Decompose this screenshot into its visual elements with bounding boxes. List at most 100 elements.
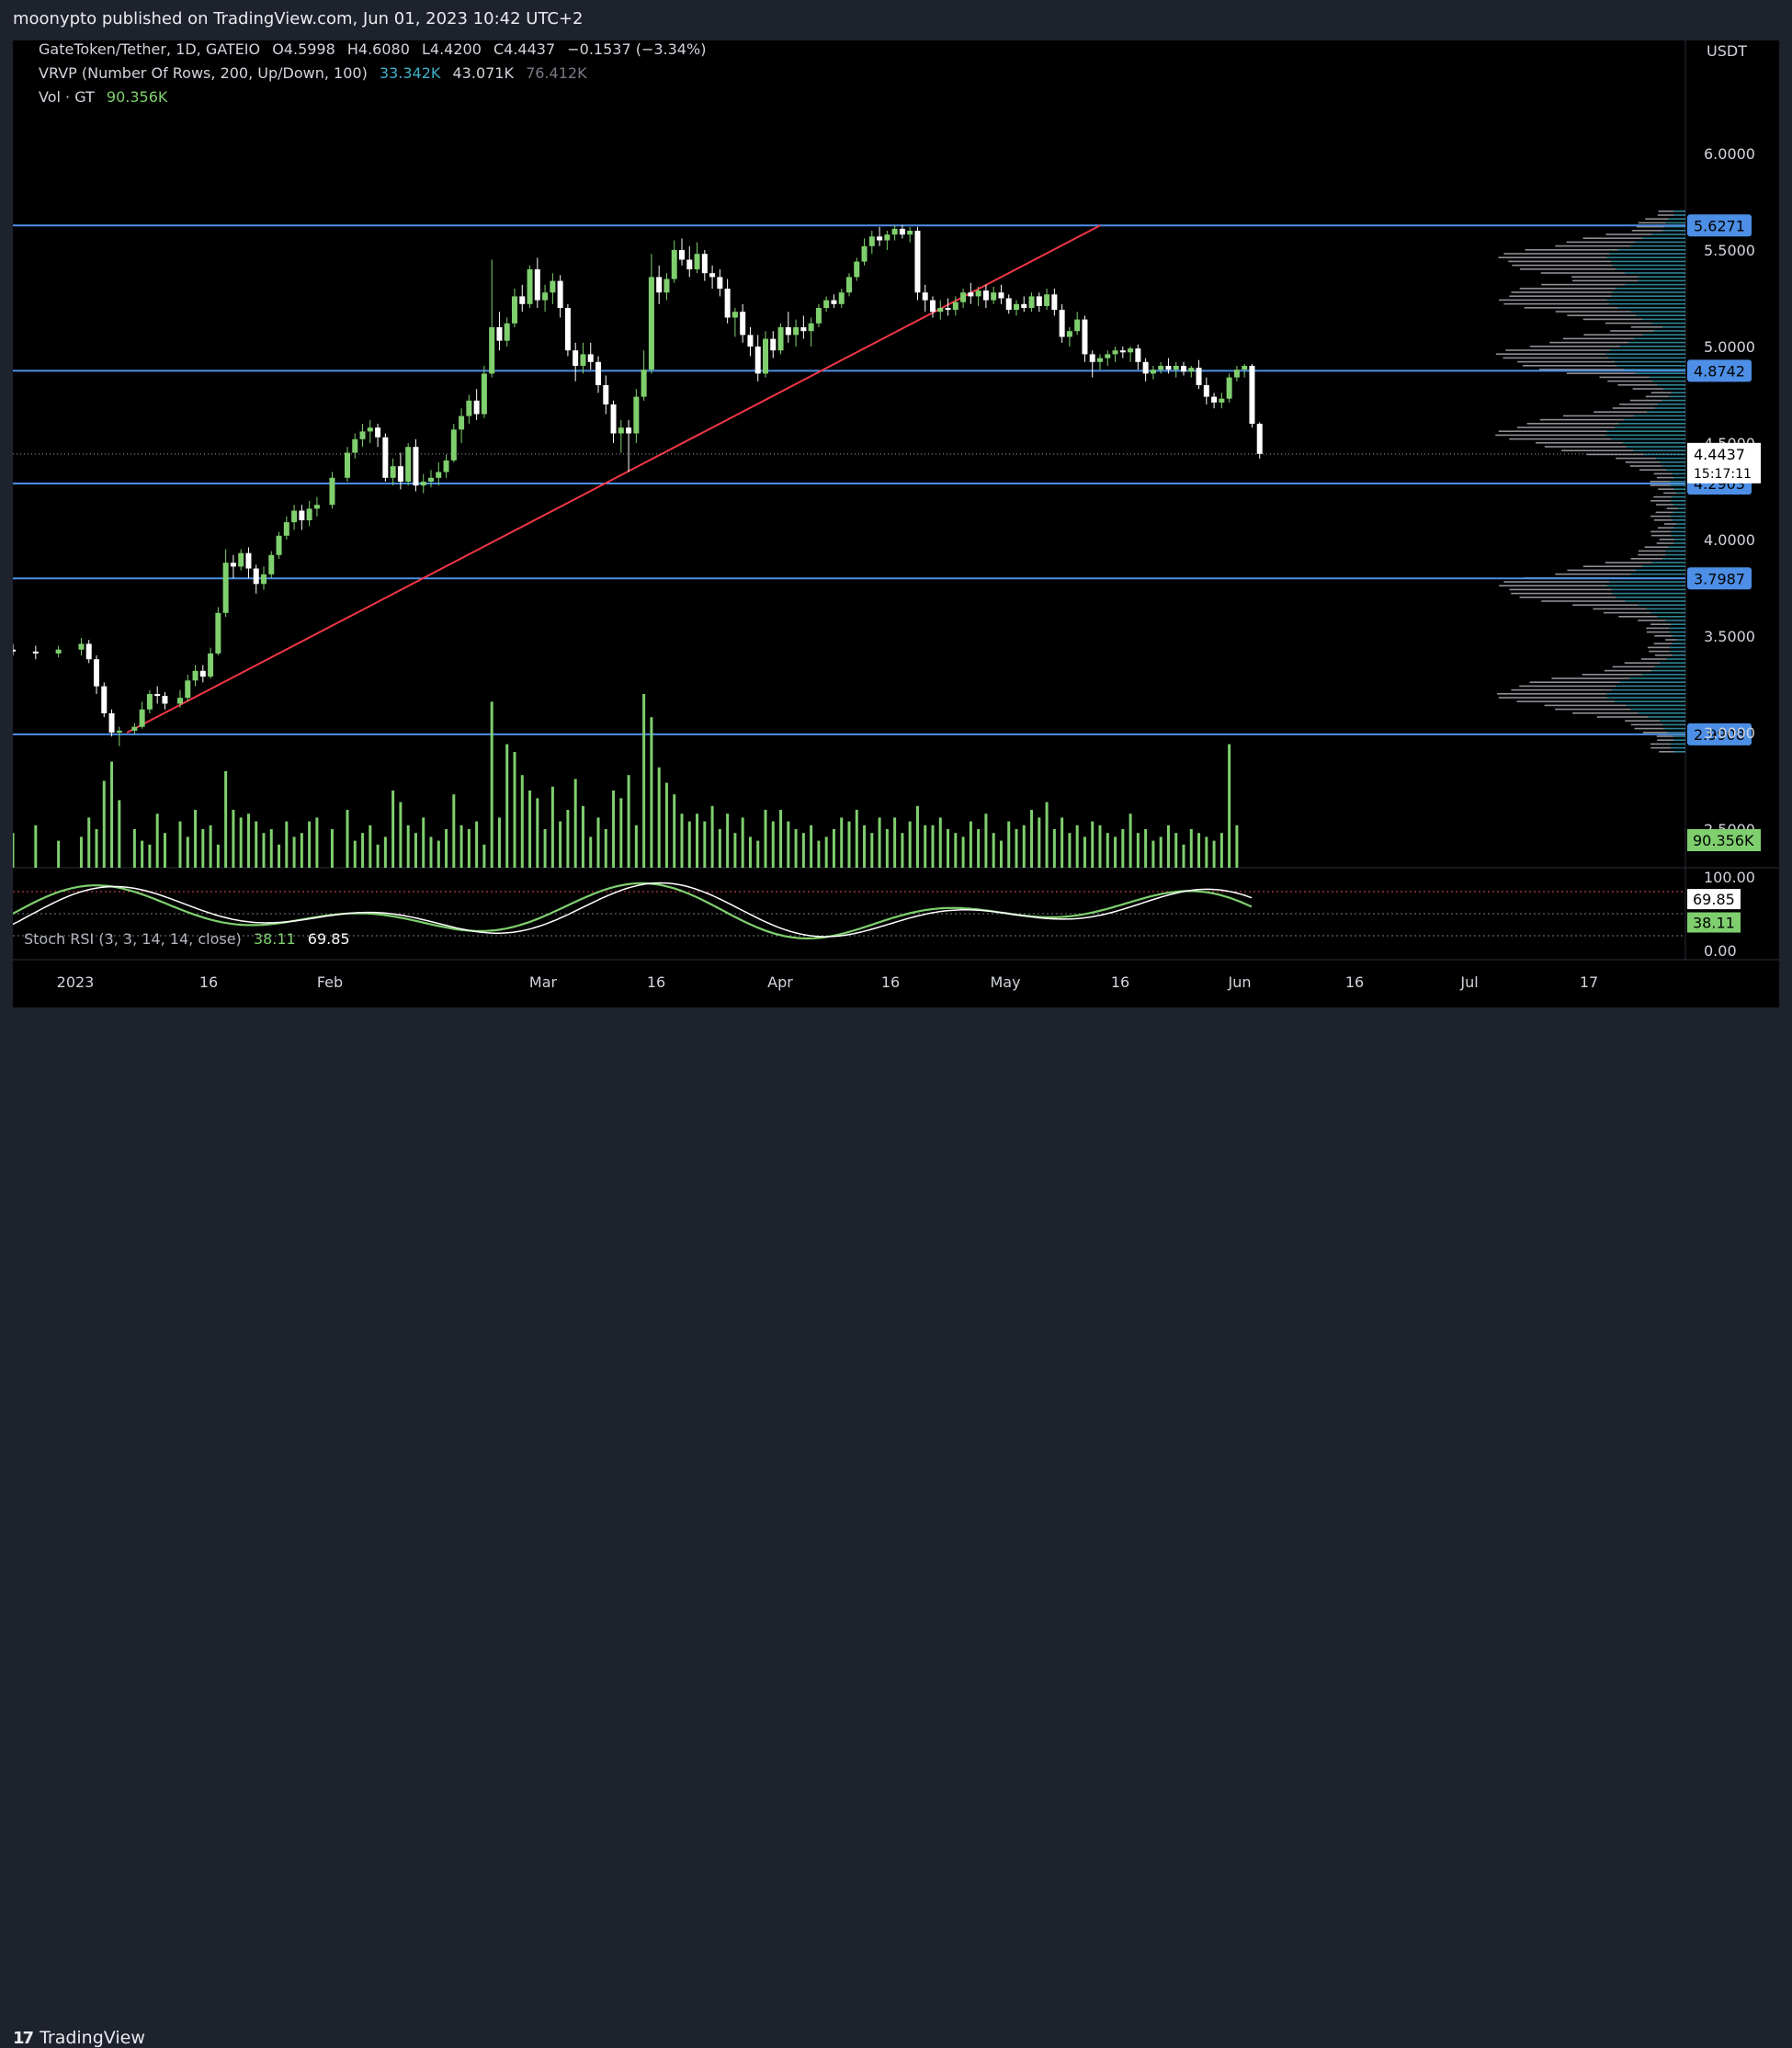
candle[interactable] — [1089, 354, 1095, 362]
candle[interactable] — [146, 694, 153, 710]
candle[interactable] — [131, 726, 138, 731]
candle[interactable] — [397, 466, 403, 482]
candle[interactable] — [230, 563, 236, 567]
candle[interactable] — [564, 308, 571, 351]
candle[interactable] — [930, 300, 936, 313]
candle[interactable] — [641, 370, 647, 397]
candle[interactable] — [770, 338, 777, 351]
candle[interactable] — [283, 522, 289, 536]
candle[interactable] — [313, 505, 320, 509]
candle[interactable] — [450, 429, 457, 461]
candle[interactable] — [504, 323, 510, 341]
candle[interactable] — [512, 296, 517, 324]
candle[interactable] — [154, 694, 161, 697]
candle[interactable] — [587, 354, 594, 362]
candle[interactable] — [534, 269, 540, 301]
candle[interactable] — [1005, 298, 1012, 311]
candle[interactable] — [747, 335, 754, 347]
candle[interactable] — [785, 327, 791, 336]
candle[interactable] — [701, 254, 708, 274]
candle[interactable] — [891, 228, 898, 235]
candle[interactable] — [420, 482, 426, 486]
candle[interactable] — [709, 273, 716, 278]
candle[interactable] — [542, 292, 549, 301]
candle[interactable] — [1112, 350, 1118, 355]
candle[interactable] — [633, 396, 640, 434]
candle[interactable] — [1128, 348, 1134, 353]
candle[interactable] — [116, 730, 122, 733]
candle[interactable] — [1097, 358, 1103, 362]
candle[interactable] — [671, 250, 677, 279]
candle[interactable] — [724, 289, 731, 318]
candle[interactable] — [199, 670, 206, 677]
candle[interactable] — [139, 709, 145, 727]
candle[interactable] — [1150, 370, 1156, 374]
candle[interactable] — [1059, 310, 1065, 337]
candle[interactable] — [1165, 366, 1172, 370]
candle[interactable] — [359, 431, 366, 439]
candle[interactable] — [945, 308, 951, 311]
candle[interactable] — [94, 659, 99, 687]
candle[interactable] — [390, 466, 396, 478]
candle[interactable] — [481, 373, 487, 415]
candle[interactable] — [1082, 319, 1088, 355]
candle[interactable] — [982, 290, 989, 301]
candle[interactable] — [663, 279, 670, 293]
candle[interactable] — [1211, 396, 1218, 403]
candle[interactable] — [1256, 424, 1263, 454]
chart-frame[interactable]: 5.6271 4.8742 4.2903 3.7987 2.9908 USDT 6.0000… — [13, 40, 1779, 1007]
candle[interactable] — [1249, 366, 1255, 424]
candle[interactable] — [268, 554, 275, 575]
candle[interactable] — [991, 292, 997, 301]
candle[interactable] — [656, 277, 663, 293]
candle[interactable] — [55, 649, 62, 654]
candle[interactable] — [1028, 296, 1035, 308]
candle[interactable] — [550, 280, 556, 293]
trendline[interactable] — [126, 224, 1101, 734]
candle[interactable] — [754, 347, 761, 374]
candle[interactable] — [306, 508, 312, 520]
candle[interactable] — [245, 552, 252, 569]
candle[interactable] — [831, 300, 837, 304]
candle[interactable] — [185, 680, 191, 699]
candle[interactable] — [694, 254, 700, 269]
candle[interactable] — [800, 327, 807, 332]
candle[interactable] — [1021, 303, 1027, 308]
candle[interactable] — [299, 510, 305, 521]
candle[interactable] — [101, 686, 108, 713]
candle[interactable] — [1119, 350, 1126, 353]
candle[interactable] — [595, 361, 601, 385]
candle[interactable] — [215, 612, 221, 654]
candle[interactable] — [496, 327, 503, 341]
candle[interactable] — [428, 477, 434, 482]
candle[interactable] — [527, 269, 533, 304]
price-chart[interactable]: 5.62714.87424.29033.79872.9908USDT6.0000… — [13, 40, 1779, 1007]
candle[interactable] — [777, 327, 784, 351]
candle[interactable] — [1188, 368, 1195, 372]
candle[interactable] — [413, 447, 419, 486]
candle[interactable] — [740, 312, 746, 336]
candle[interactable] — [763, 338, 768, 374]
candle[interactable] — [345, 452, 350, 478]
candle[interactable] — [352, 438, 358, 453]
candle[interactable] — [603, 385, 609, 404]
candle[interactable] — [823, 300, 830, 308]
candle[interactable] — [914, 231, 921, 293]
candle[interactable] — [968, 292, 974, 297]
candle[interactable] — [489, 327, 495, 374]
candle[interactable] — [877, 236, 883, 241]
candle[interactable] — [1066, 331, 1072, 337]
candle[interactable] — [1142, 361, 1149, 374]
candle[interactable] — [261, 574, 267, 585]
candle[interactable] — [162, 696, 168, 704]
candle[interactable] — [1181, 366, 1186, 372]
candle[interactable] — [85, 643, 92, 660]
candle[interactable] — [815, 308, 822, 324]
candle[interactable] — [732, 312, 738, 318]
candle[interactable] — [1158, 366, 1164, 370]
candle[interactable] — [222, 563, 229, 613]
candle[interactable] — [998, 292, 1004, 299]
candle[interactable] — [436, 472, 442, 478]
candle[interactable] — [1196, 368, 1202, 385]
candle[interactable] — [1135, 348, 1141, 362]
